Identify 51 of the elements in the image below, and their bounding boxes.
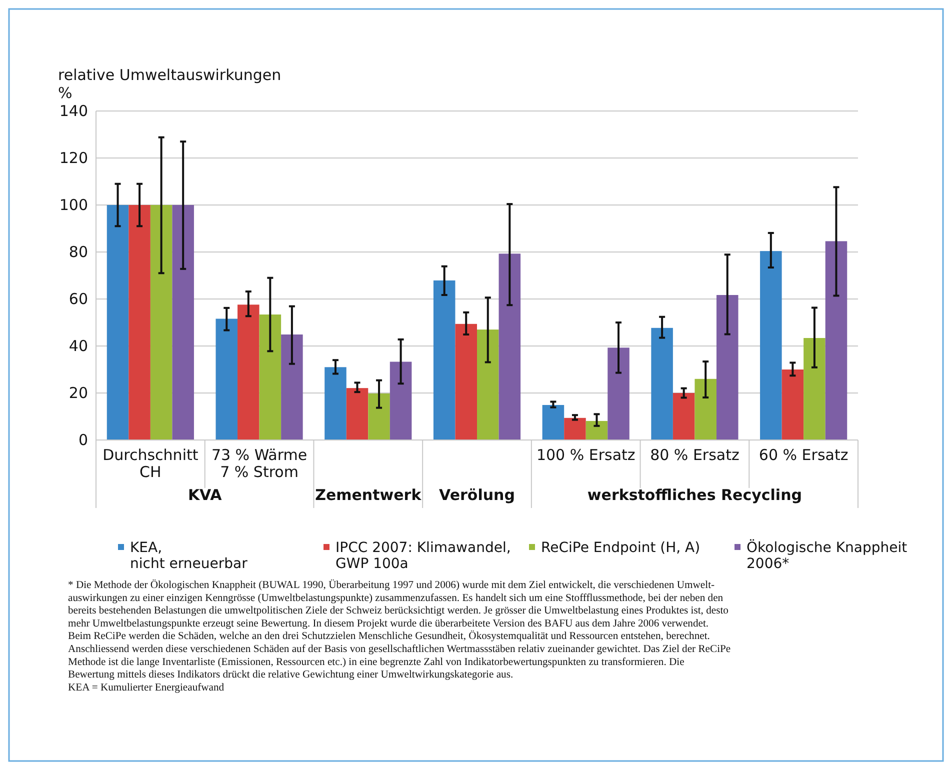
bar [128,205,150,440]
bar [608,348,630,440]
bar [172,205,194,440]
y-tick-label: 80 [68,243,88,261]
legend-label: ReCiPe Endpoint (H, A) [541,540,700,556]
x-tick-label: Durchschnitt CH [102,446,198,481]
y-tick-label: 0 [78,431,88,449]
y-tick-label: 140 [59,102,88,120]
bar [782,370,804,440]
bar [498,254,521,440]
bar [672,393,695,440]
y-tick-label: 40 [68,337,88,355]
bar [390,362,412,440]
bar [455,324,477,440]
bar [564,418,586,440]
text: werkstoffliches Recycling [587,486,802,504]
bar [651,328,673,440]
legend-label: Ökologische Knappheit 2006* [746,539,908,572]
bar [433,280,456,440]
bar [716,295,738,440]
bar [477,330,499,440]
bar [760,251,782,440]
bar [259,314,282,440]
bar [238,304,260,440]
bar [804,338,826,440]
bar [694,378,716,440]
x-tick-label: 60 % Ersatz [758,446,848,464]
text: KVA [188,486,222,504]
bar [825,241,848,440]
bar [150,205,172,440]
bar [324,367,346,440]
bar [346,388,368,440]
bar [281,334,303,440]
legend-label: IPCC 2007: Klimawandel, GWP 100a [336,540,511,572]
text: Zementwerk [315,486,422,504]
y-tick-label: 100 [59,196,88,214]
legend-label: KEA, nicht erneuerbar [130,540,248,572]
x-tick-label: 73 % Wärme 7 % Strom [211,446,308,481]
y-tick-label: 120 [59,149,88,167]
text: Verölung [439,486,515,504]
y-tick-label: 20 [68,384,88,402]
bar [106,205,129,440]
bar [586,420,608,440]
y-axis-title: relative Umweltauswirkungen % [58,66,282,102]
bar [216,318,238,440]
x-tick-label: 80 % Ersatz [650,446,740,464]
x-tick-label: 100 % Ersatz [536,446,636,464]
bar [542,404,564,440]
bar [368,393,390,440]
y-tick-label: 60 [68,290,88,308]
text: * Die Methode der Ökologischen Knappheit (BUWAL 1990, Überarbeitung 1997 und 2006) wurde mit dem Ziel entwickelt, die verschiedenen Umwelt- auswirkungen zu einer einzigen Kenngrösse (Umweltbelastungspunkte) zusammenzufassen. Es handelt sich um eine Stoffflussmethode, bei der neben den bereits bestehenden Belastungen die umweltpolitischen Ziele der Schweiz berücksichtigt werden. Je grösser die Umweltbelastung eines Produktes ist, desto mehr Umweltbelastungspunkte erzeugt seine Bewertung. In diesem Projekt wurde die überarbeitete Version des BAFU aus dem Jahre 2006 verwendet. Beim ReCiPe werden die Schäden, welche an den drei Schutzzielen Menschliche Gesundheit, Ökosystemqualität und Ressourcen entstehen, berechnet. Anschliessend werden diese verschiedenen Schäden auf der Basis von gesellschaftlichen Wertmassstäben relativ zueinander gewichtet. Das Ziel der ReCiPe Methode ist die lange Inventarliste (Emissionen, Ressourcen etc.) in eine begrenzte Zahl von Indikatorbewertungspunkten zu transformieren. Die Bewertung mittels dieses Indikators drückt die relative Gewichtung einer Umweltwirkungskategorie aus. KEA = Kumulierter Energieaufwand [68,580,731,694]
